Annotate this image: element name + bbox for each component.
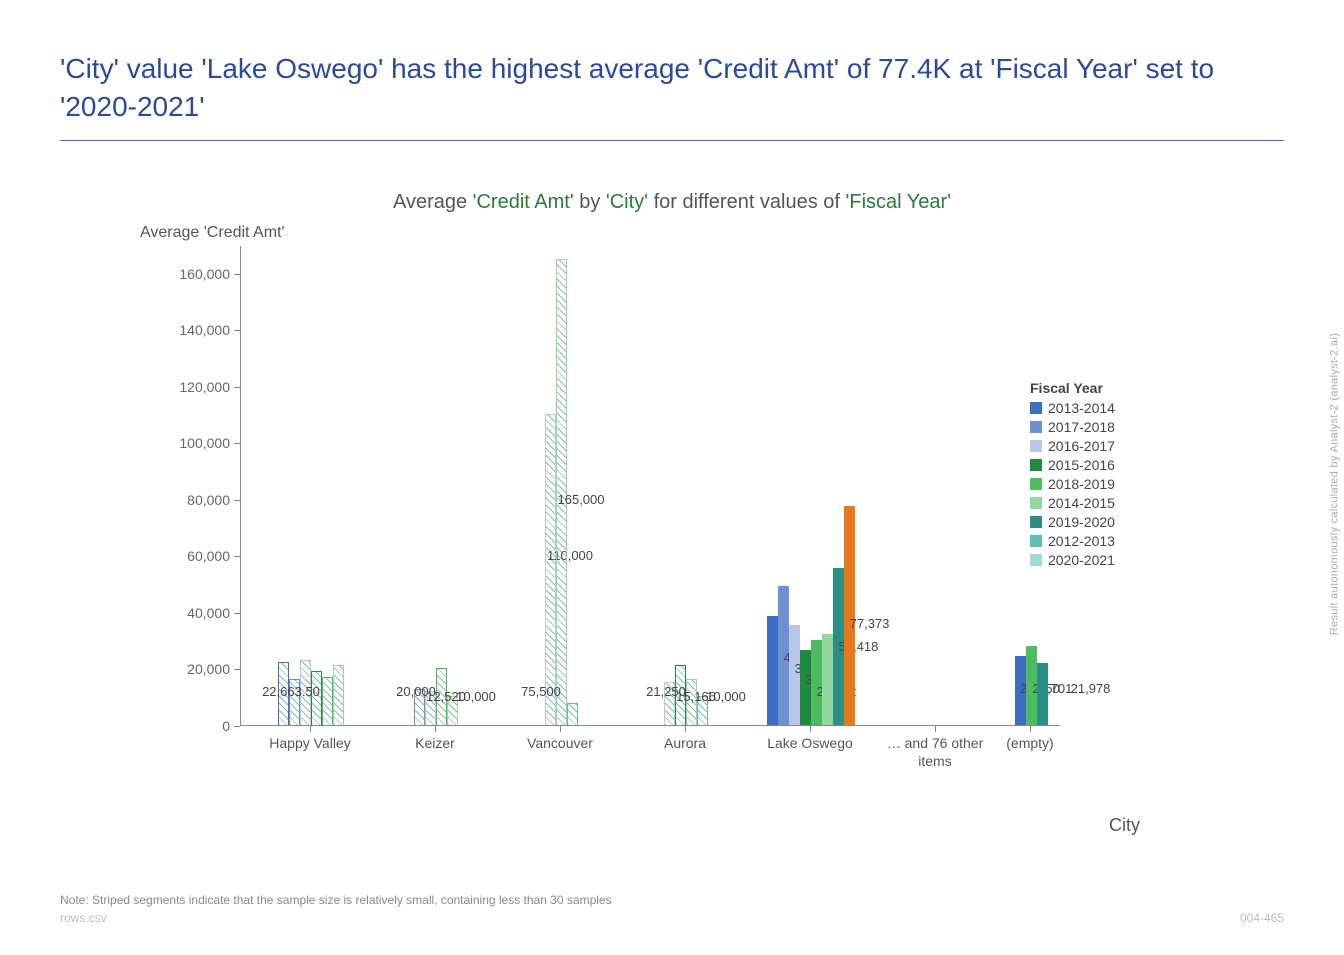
footer-note: Note: Striped segments indicate that the… <box>60 893 612 907</box>
data-label: 10,000 <box>706 689 746 704</box>
legend-swatch <box>1030 516 1042 528</box>
legend-item[interactable]: 2020-2021 <box>1030 552 1115 568</box>
data-label: 10,000 <box>456 689 496 704</box>
chart-title-metric3: 'Fiscal Year' <box>846 191 951 213</box>
chart-title-metric2: 'City' <box>606 191 648 213</box>
x-tick-mark <box>560 726 561 732</box>
bar[interactable] <box>567 703 578 724</box>
data-label: 165,000 <box>558 492 605 507</box>
chart-title-metric1: 'Credit Amt' <box>473 191 574 213</box>
y-axis-label: Average 'Credit Amt' <box>140 224 1284 242</box>
x-category-label: Lake Oswego <box>750 734 870 752</box>
x-tick-mark <box>435 726 436 732</box>
headline: 'City' value 'Lake Oswego' has the highe… <box>60 50 1284 141</box>
legend-label: 2014-2015 <box>1048 495 1115 511</box>
y-tick-mark <box>234 500 240 501</box>
y-tick-label: 160,000 <box>120 266 240 282</box>
y-tick-mark <box>234 726 240 727</box>
x-category-label: (empty) <box>970 734 1090 752</box>
legend-swatch <box>1030 440 1042 452</box>
footer-code: 004-465 <box>1240 911 1284 925</box>
data-label: 22,663.50 <box>262 684 320 699</box>
chart-title-mid1: by <box>574 191 606 213</box>
y-tick-label: 120,000 <box>120 379 240 395</box>
legend-item[interactable]: 2017-2018 <box>1030 419 1115 435</box>
legend-label: 2015-2016 <box>1048 457 1115 473</box>
x-tick-mark <box>310 726 311 732</box>
x-tick-mark <box>810 726 811 732</box>
y-tick-label: 80,000 <box>120 492 240 508</box>
legend-swatch <box>1030 497 1042 509</box>
bar[interactable] <box>322 677 333 725</box>
legend-title: Fiscal Year <box>1030 380 1115 396</box>
x-category-label: Keizer <box>375 734 495 752</box>
legend-item[interactable]: 2019-2020 <box>1030 514 1115 530</box>
y-tick-label: 60,000 <box>120 548 240 564</box>
y-tick-mark <box>234 387 240 388</box>
legend-label: 2020-2021 <box>1048 552 1115 568</box>
legend-item[interactable]: 2015-2016 <box>1030 457 1115 473</box>
chart-title: Average 'Credit Amt' by 'City' for diffe… <box>60 191 1284 214</box>
x-category-label: Aurora <box>625 734 745 752</box>
y-tick-mark <box>234 443 240 444</box>
chart-area: 22,663.5020,00012,52010,000110,000165,00… <box>120 246 1120 726</box>
bar[interactable] <box>822 634 833 724</box>
legend-swatch <box>1030 402 1042 414</box>
bar[interactable] <box>811 640 822 725</box>
legend-swatch <box>1030 421 1042 433</box>
legend-swatch <box>1030 554 1042 566</box>
chart-title-mid2: for different values of <box>648 191 846 213</box>
legend-label: 2019-2020 <box>1048 514 1115 530</box>
x-tick-mark <box>1030 726 1031 732</box>
y-tick-mark <box>234 556 240 557</box>
data-label: 21,978 <box>1071 681 1111 696</box>
bar[interactable] <box>545 414 556 725</box>
y-tick-label: 0 <box>120 718 240 734</box>
y-tick-label: 140,000 <box>120 322 240 338</box>
data-label: 75,500 <box>521 684 561 699</box>
y-tick-label: 20,000 <box>120 661 240 677</box>
legend-label: 2012-2013 <box>1048 533 1115 549</box>
x-tick-mark <box>935 726 936 732</box>
legend-swatch <box>1030 478 1042 490</box>
chart-title-prefix: Average <box>393 191 473 213</box>
bar[interactable] <box>767 616 778 725</box>
legend-label: 2013-2014 <box>1048 400 1115 416</box>
plot-region: 22,663.5020,00012,52010,000110,000165,00… <box>240 246 1060 726</box>
x-category-label: Happy Valley <box>250 734 370 752</box>
data-label: 77,373 <box>850 616 890 631</box>
legend-item[interactable]: 2013-2014 <box>1030 400 1115 416</box>
y-tick-mark <box>234 613 240 614</box>
bar[interactable] <box>1037 663 1048 725</box>
legend-item[interactable]: 2014-2015 <box>1030 495 1115 511</box>
legend-item[interactable]: 2018-2019 <box>1030 476 1115 492</box>
legend-label: 2016-2017 <box>1048 438 1115 454</box>
legend-swatch <box>1030 535 1042 547</box>
attribution-note: Result autonomously calculated by Analys… <box>1328 332 1340 634</box>
y-tick-mark <box>234 330 240 331</box>
data-label: 110,000 <box>547 548 593 563</box>
x-tick-mark <box>685 726 686 732</box>
legend-item[interactable]: 2012-2013 <box>1030 533 1115 549</box>
bar[interactable] <box>333 665 344 724</box>
legend-label: 2018-2019 <box>1048 476 1115 492</box>
x-axis-label: City <box>1109 815 1140 836</box>
x-category-label: Vancouver <box>500 734 620 752</box>
legend: Fiscal Year 2013-2014 2017-2018 2016-2017 2… <box>1030 380 1115 571</box>
y-tick-label: 100,000 <box>120 435 240 451</box>
legend-label: 2017-2018 <box>1048 419 1115 435</box>
legend-item[interactable]: 2016-2017 <box>1030 438 1115 454</box>
y-tick-mark <box>234 669 240 670</box>
y-tick-mark <box>234 274 240 275</box>
legend-swatch <box>1030 459 1042 471</box>
y-tick-label: 40,000 <box>120 605 240 621</box>
footer-file: rows.csv <box>60 911 107 925</box>
